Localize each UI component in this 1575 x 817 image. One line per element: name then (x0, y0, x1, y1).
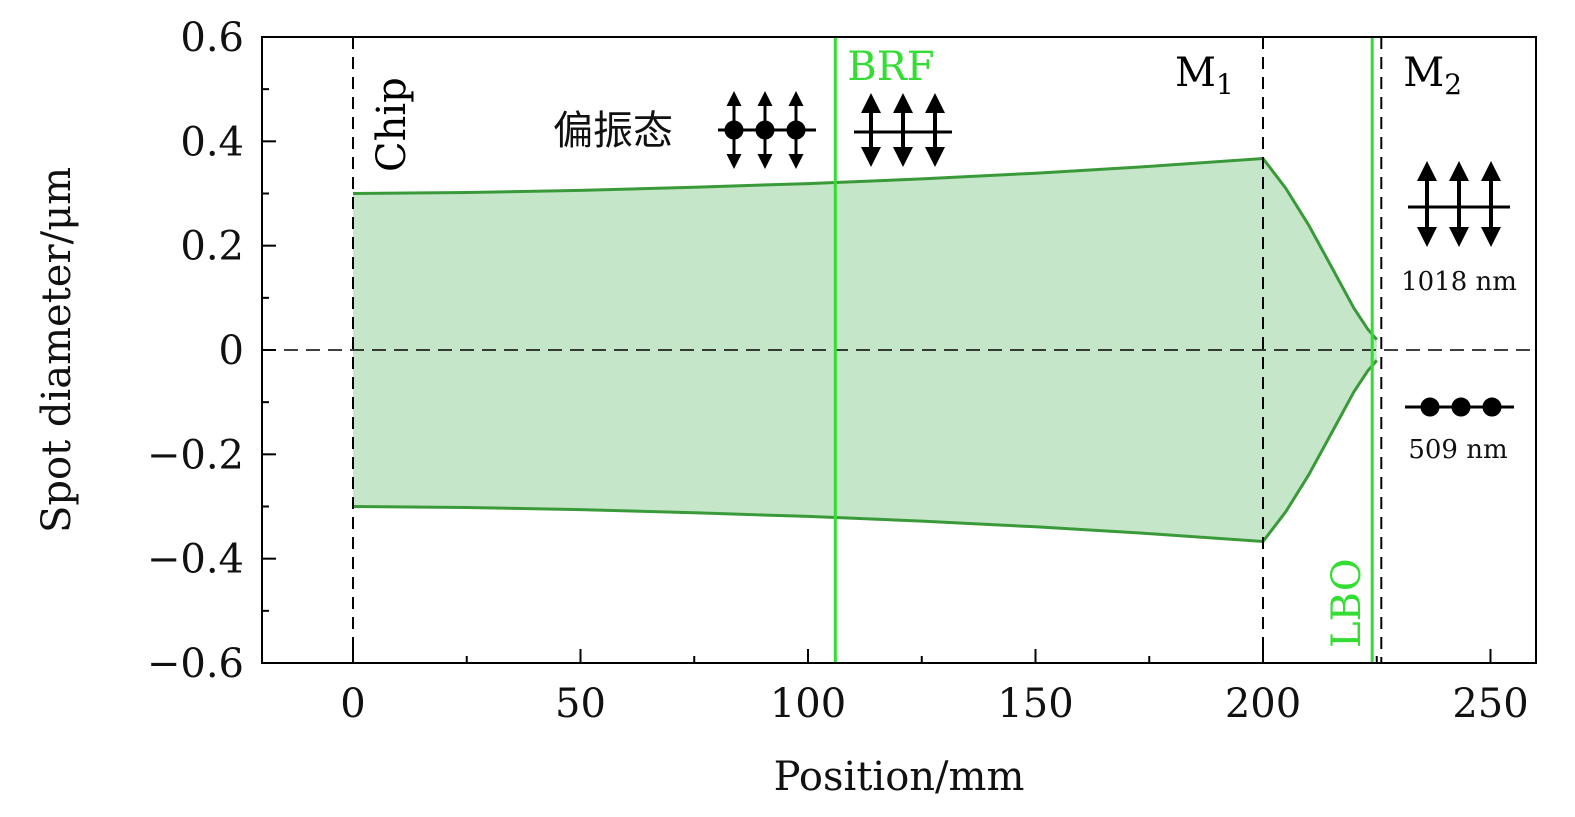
y-axis-title: Spot diameter/μm (34, 167, 80, 533)
x-tick-label: 0 (340, 681, 365, 727)
beam-lower-edge-0 (352, 359, 1378, 544)
x-tick-label: 50 (555, 681, 606, 727)
y-tick-label: 0 (219, 328, 244, 374)
x-axis-title: Position/mm (774, 754, 1025, 800)
polarization-label: 偏振态 (553, 108, 673, 154)
ticks-layer (262, 36, 1492, 664)
y-tick-label: 0.2 (180, 224, 244, 270)
wavelength-509-label: 509 nm (1408, 435, 1507, 465)
element-label-chip: Chip (369, 77, 415, 172)
element-label-lbo: LBO (1324, 559, 1370, 649)
element-labels-layer: Chip BRF M1 LBO M2 (369, 44, 1462, 648)
x-tick-label: 100 (770, 681, 846, 727)
element-label-brf: BRF (847, 44, 934, 90)
element-lines-layer (262, 37, 1536, 663)
polarization-mixed-icon (718, 91, 816, 169)
polarization-1018nm-icon (1408, 161, 1510, 247)
element-label-m1: M1 (1175, 50, 1234, 101)
element-label-m2: M2 (1403, 50, 1462, 101)
wavelength-1018-label: 1018 nm (1401, 267, 1517, 297)
polarization-509nm-icon (1405, 397, 1514, 417)
beam-upper-edge-0 (352, 156, 1378, 341)
y-tick-label: 0.6 (180, 15, 244, 61)
tick-labels-layer: 0 50 100 150 200 250 −0.6 −0.4 −0.2 0 0.2 0.4 0.6 (147, 15, 1529, 727)
y-tick-label: −0.2 (147, 432, 244, 478)
x-tick-label: 150 (997, 681, 1073, 727)
y-tick-label: 0.4 (180, 119, 244, 165)
x-tick-label: 200 (1225, 681, 1301, 727)
y-tick-label: −0.4 (147, 537, 244, 583)
polarization-vertical-icon (854, 93, 952, 167)
y-tick-label: −0.6 (147, 641, 244, 687)
x-tick-label: 250 (1452, 681, 1528, 727)
